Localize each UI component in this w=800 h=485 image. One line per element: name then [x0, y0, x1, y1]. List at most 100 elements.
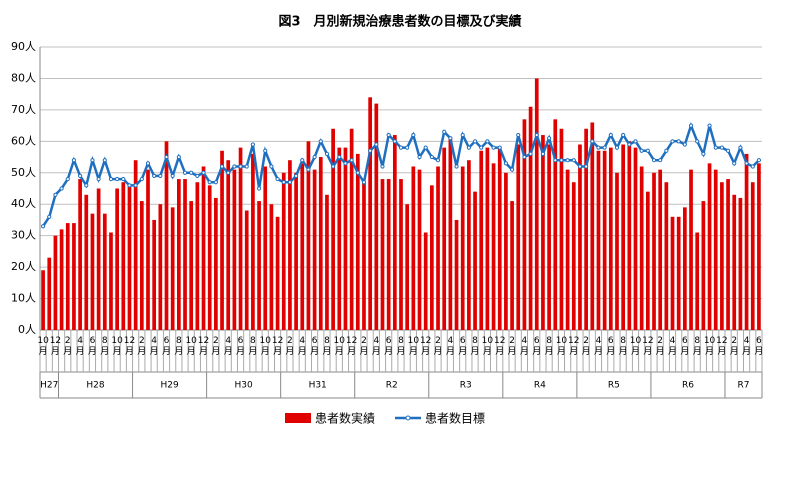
line-marker [275, 176, 280, 182]
bar [541, 135, 545, 330]
line-marker [688, 123, 694, 128]
x-tick-label: 6月 [236, 336, 246, 357]
line-marker [577, 164, 583, 169]
line-marker [442, 129, 447, 134]
bar [627, 141, 632, 330]
bar [528, 106, 533, 330]
line-marker [337, 154, 342, 160]
line-marker [195, 173, 200, 179]
bar [183, 179, 187, 330]
line-marker [133, 183, 138, 188]
bar [676, 216, 681, 330]
line-marker [287, 180, 293, 185]
line-marker [695, 139, 700, 144]
bar [442, 147, 447, 330]
x-tick-label: 4月 [668, 336, 678, 357]
bar [683, 207, 687, 330]
bar [343, 147, 348, 330]
line-marker [355, 170, 360, 175]
line-marker [645, 148, 650, 153]
line-marker [614, 145, 620, 150]
bar [59, 229, 64, 330]
bar [405, 204, 410, 330]
line-marker [207, 180, 212, 185]
line-marker [547, 136, 552, 141]
line-marker [164, 154, 169, 160]
x-tick-label: 12月 [271, 336, 284, 357]
x-tick-label: 8月 [396, 336, 406, 357]
line-marker [158, 173, 163, 179]
bar [652, 172, 656, 330]
bar [633, 147, 638, 330]
x-tick-label: 8月 [470, 336, 480, 357]
bar [238, 147, 243, 330]
bar [47, 257, 52, 330]
line-marker [411, 132, 416, 138]
y-tick-label: 60人 [11, 134, 36, 147]
bar [362, 182, 366, 330]
bar [251, 153, 255, 330]
line-marker [65, 176, 70, 182]
line-marker [676, 139, 681, 144]
bar [553, 119, 558, 330]
bar [534, 78, 539, 330]
x-tick-label: 8月 [100, 336, 110, 357]
bar [139, 201, 144, 330]
bar [281, 172, 286, 330]
year-label: R5 [608, 381, 620, 391]
line-marker [658, 158, 663, 163]
bar [571, 182, 576, 330]
x-tick-label: 12月 [419, 336, 432, 357]
bar [355, 153, 360, 330]
line-marker [540, 151, 546, 157]
bar [96, 188, 101, 330]
line-marker [466, 145, 471, 150]
legend-swatch [405, 415, 411, 421]
line-marker [256, 186, 262, 191]
x-tick-label: 2月 [729, 336, 739, 357]
bar [744, 153, 749, 330]
x-tick-label: 10月 [407, 336, 420, 357]
year-label: R6 [682, 381, 694, 391]
bar [331, 128, 335, 330]
line-marker [405, 145, 410, 150]
bar [146, 169, 150, 330]
x-tick-label: 12月 [568, 336, 580, 357]
line-marker [528, 151, 533, 157]
year-label: H27 [40, 381, 58, 391]
x-tick-label: 6月 [87, 336, 97, 357]
line-marker [71, 158, 77, 163]
line-marker [682, 142, 687, 147]
x-tick-label: 6月 [680, 336, 690, 357]
bar [121, 182, 126, 330]
bar [713, 169, 718, 330]
bar [269, 204, 274, 330]
line-marker [244, 164, 249, 169]
line-marker [96, 176, 101, 182]
bar [590, 122, 595, 330]
x-tick-label: 2月 [137, 336, 147, 357]
line-marker [139, 176, 144, 182]
line-marker [53, 192, 58, 197]
line-marker [485, 139, 490, 144]
bar [467, 160, 471, 330]
x-tick-label: 4月 [371, 336, 381, 357]
line-marker [386, 132, 391, 138]
bar [109, 232, 113, 330]
x-tick-label: 12月 [49, 336, 62, 357]
line-marker [534, 132, 539, 138]
line-marker [176, 154, 181, 160]
bar [349, 128, 354, 330]
line-marker [738, 145, 743, 150]
bar [102, 213, 107, 330]
line-marker [472, 139, 478, 144]
x-tick-label: 2月 [507, 336, 517, 357]
line-marker [596, 145, 601, 150]
line-marker [429, 154, 434, 160]
line-marker [719, 145, 724, 150]
line-marker [497, 145, 502, 150]
line-marker [750, 164, 755, 169]
bar [127, 185, 132, 330]
line-marker [460, 132, 465, 138]
